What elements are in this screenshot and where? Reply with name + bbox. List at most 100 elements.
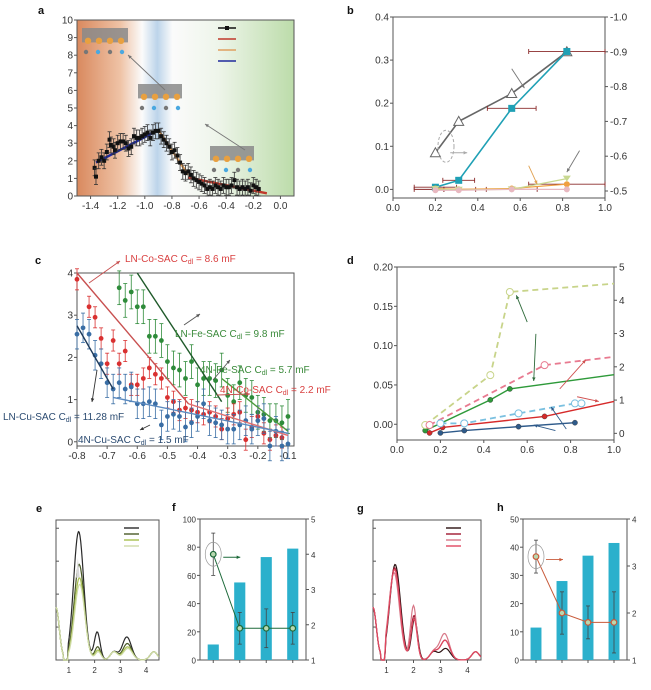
data-point xyxy=(562,175,571,182)
x-tick-label: 0.8 xyxy=(556,203,570,214)
data-point xyxy=(131,134,136,139)
data-point xyxy=(96,158,101,163)
data-point xyxy=(183,424,188,430)
data-point xyxy=(245,185,250,190)
data-point xyxy=(80,325,86,331)
inset-surface xyxy=(138,84,182,99)
y-tick-label: 0.3 xyxy=(375,56,389,67)
y2-tick-label: -1.0 xyxy=(610,13,628,24)
x-tick-label: -0.6 xyxy=(129,451,147,462)
panel-e-chart: e 1 2 3 4 xyxy=(36,503,160,675)
data-point xyxy=(237,186,242,191)
data-point xyxy=(107,137,112,142)
data-point xyxy=(505,287,514,296)
data-point xyxy=(189,359,194,365)
spectrum-line xyxy=(55,583,160,661)
inset-atom xyxy=(83,49,89,55)
fit-line xyxy=(76,325,114,390)
inset-atom xyxy=(106,37,114,44)
data-point xyxy=(237,380,243,386)
data-point xyxy=(137,135,142,140)
inset-atom xyxy=(95,37,103,44)
y-tick-label: 0.20 xyxy=(374,263,394,274)
inset-atom xyxy=(140,93,148,101)
y2-tick-label: -0.8 xyxy=(610,82,628,93)
fit-label-sub: dl xyxy=(262,370,268,377)
y-tick-label: 9 xyxy=(67,33,73,44)
data-point xyxy=(205,186,210,191)
data-point xyxy=(158,422,164,428)
data-point xyxy=(122,386,128,392)
data-point xyxy=(123,141,128,146)
arrow-head xyxy=(566,168,571,173)
data-point xyxy=(577,399,586,408)
arrow-head xyxy=(521,84,525,89)
data-point xyxy=(152,371,158,377)
arrow-head xyxy=(226,360,230,364)
data-point xyxy=(134,135,139,140)
x-tick-label: 4 xyxy=(144,666,149,675)
data-point xyxy=(231,426,237,432)
x-tick-label: -0.2 xyxy=(245,201,263,212)
data-point xyxy=(207,185,212,190)
series-line xyxy=(429,355,615,426)
y-tick-label: 20 xyxy=(510,600,519,609)
x-tick-label: 1 xyxy=(67,666,72,675)
data-point xyxy=(177,414,182,419)
x-tick-label: -0.8 xyxy=(68,451,86,462)
data-point xyxy=(240,185,245,190)
x-tick-label: 0.0 xyxy=(386,203,400,214)
data-point xyxy=(452,115,465,126)
y-tick-label: 100 xyxy=(183,516,197,525)
y2-tick-label: -0.5 xyxy=(610,187,628,198)
data-point xyxy=(514,409,523,418)
data-point xyxy=(540,361,549,370)
data-point xyxy=(99,155,104,160)
data-point xyxy=(74,276,80,282)
data-point xyxy=(285,441,291,447)
series-fe-sac-current xyxy=(421,282,615,430)
y2-tick-label: -0.7 xyxy=(610,117,628,128)
y-tick-label: 0.4 xyxy=(375,13,389,24)
data-point xyxy=(183,376,188,381)
data-point xyxy=(289,624,297,632)
arrow-head xyxy=(532,377,536,382)
x-tick-label: 0.2 xyxy=(433,445,447,456)
panel-label: g xyxy=(357,503,364,515)
data-point xyxy=(207,376,213,381)
data-point xyxy=(243,186,248,191)
data-point xyxy=(507,386,513,392)
x-tick-label: -0.6 xyxy=(190,201,208,212)
y2-tick-label: 3 xyxy=(619,329,625,340)
panel-f-chart: f 0 20 40 60 80 100 1 2 3 4 5 xyxy=(172,502,316,666)
data-point xyxy=(128,384,134,390)
structure-inset-image xyxy=(210,146,254,173)
fit-label-name: 4N-Cu-SAC C xyxy=(78,435,141,446)
data-point xyxy=(116,361,122,367)
data-point xyxy=(487,397,494,403)
data-point xyxy=(164,141,169,146)
x-tick-label: -0.7 xyxy=(99,451,117,462)
plot-frame xyxy=(55,519,160,661)
legend-marker xyxy=(225,26,229,30)
y-tick-label: 0.05 xyxy=(374,380,394,391)
data-point xyxy=(129,144,134,149)
data-point xyxy=(231,399,237,405)
x-tick-label: 2 xyxy=(411,666,416,675)
y-tick-label: 1 xyxy=(67,395,73,406)
data-point xyxy=(146,365,152,371)
data-point xyxy=(134,304,140,310)
bar xyxy=(287,548,299,660)
data-point xyxy=(116,380,122,386)
fit-label-value: = 1.5 mF xyxy=(146,435,189,446)
data-point xyxy=(178,160,183,165)
data-point xyxy=(156,128,161,133)
arrow-head xyxy=(140,426,144,430)
fit-label-sub: dl xyxy=(141,440,147,447)
inset-surface xyxy=(82,28,128,43)
structure-inset-image xyxy=(82,28,128,55)
panel-label: d xyxy=(347,255,354,267)
data-point xyxy=(140,376,146,381)
data-point xyxy=(262,624,270,632)
y-tick-label: 30 xyxy=(510,572,519,581)
